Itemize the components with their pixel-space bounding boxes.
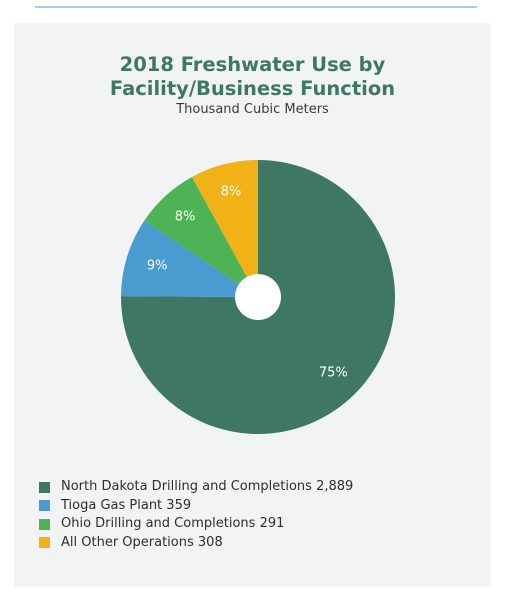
chart-title-line-1: 2018 Freshwater Use by: [119, 53, 386, 76]
legend-item: Tioga Gas Plant 359: [39, 497, 353, 516]
legend-item: North Dakota Drilling and Completions 2,…: [39, 478, 353, 497]
chart-title-line-2: Facility/Business Function: [109, 77, 396, 100]
legend-series-name: North Dakota Drilling and Completions: [61, 479, 312, 495]
legend-label: North Dakota Drilling and Completions 2,…: [61, 479, 353, 495]
top-divider: [35, 6, 477, 8]
legend-swatch: [39, 500, 50, 512]
slice-percent-label: 9%: [147, 258, 168, 273]
legend-series-name: Tioga Gas Plant: [61, 497, 163, 513]
chart-title: 2018 Freshwater Use by Facility/Business…: [0, 53, 505, 101]
legend-swatch: [39, 481, 50, 493]
legend-series-value: 2,889: [316, 479, 354, 495]
legend-label: All Other Operations 308: [61, 535, 223, 551]
legend-series-name: All Other Operations: [61, 534, 194, 550]
slice-labels: 75% 9% 8% 8%: [147, 185, 348, 381]
slice-percent-label: 75%: [319, 365, 348, 380]
legend-swatch: [39, 537, 50, 549]
pie-slice: [121, 220, 258, 297]
pie-slice: [191, 160, 258, 297]
legend-series-value: 308: [197, 534, 223, 550]
legend-series-name: Ohio Drilling and Completions: [61, 516, 256, 532]
slice-percent-label: 8%: [221, 185, 242, 200]
legend-series-value: 291: [259, 516, 285, 532]
legend-item: Ohio Drilling and Completions 291: [39, 515, 353, 534]
legend-label: Tioga Gas Plant 359: [61, 498, 191, 514]
slice-percent-label: 8%: [175, 210, 196, 225]
chart-legend: North Dakota Drilling and Completions 2,…: [39, 478, 353, 552]
donut-hole: [235, 274, 281, 320]
legend-series-value: 359: [166, 497, 192, 513]
legend-item: All Other Operations 308: [39, 534, 353, 553]
pie-slice: [144, 176, 258, 297]
chart-subtitle: Thousand Cubic Meters: [176, 102, 329, 117]
legend-swatch: [39, 518, 50, 530]
legend-label: Ohio Drilling and Completions 291: [61, 516, 284, 532]
